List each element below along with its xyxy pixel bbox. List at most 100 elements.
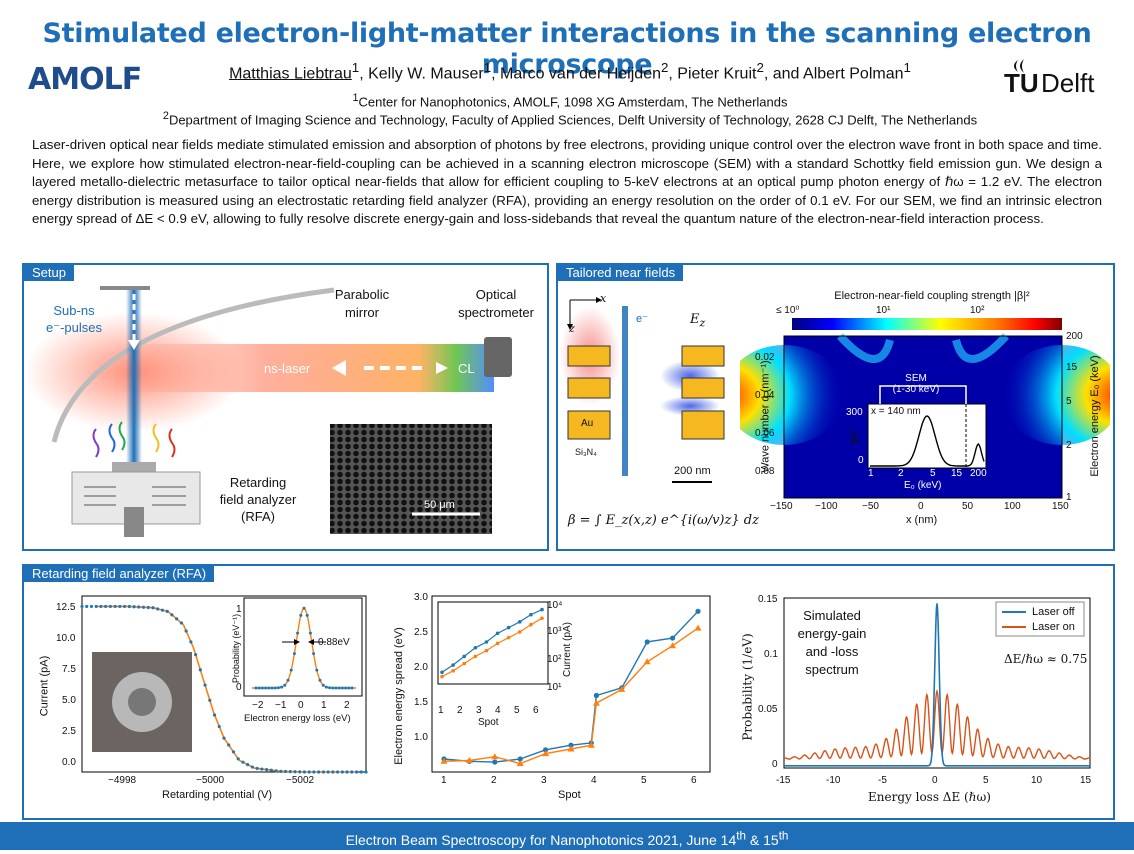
affiliation-1: 1Center for Nanophotonics, AMOLF, 1098 X… xyxy=(352,92,788,110)
i1-xtick-0: −2 xyxy=(252,700,264,711)
pulses-label: Sub-ns e⁻-pulses xyxy=(46,303,102,335)
c2-xtick-2: 3 xyxy=(541,775,547,786)
i1-xtick-2: 0 xyxy=(298,700,304,711)
rfa-tab: Retarding field analyzer (RFA) xyxy=(24,565,215,582)
affiliation-2: 2Department of Imaging Science and Techn… xyxy=(162,110,978,128)
map-xtick-6: 150 xyxy=(1052,501,1069,512)
c1-ytick-5: 0.0 xyxy=(62,757,76,768)
current-data-point xyxy=(184,629,188,633)
map-rtick-3: 2 xyxy=(1066,440,1072,451)
c3-xtick-4: 5 xyxy=(983,775,989,786)
laser-label: ns-laser xyxy=(264,361,311,376)
inset-current-point xyxy=(440,674,444,679)
c3-ytick-3: 0 xyxy=(772,759,778,770)
i2-ytick-0: 10⁴ xyxy=(547,600,563,611)
author-list: Matthias Liebtrau1, Kelly W. Mauser1, Ma… xyxy=(229,60,911,83)
current-data-point xyxy=(241,760,245,764)
cl-arrow xyxy=(436,362,448,374)
laser-beam xyxy=(114,344,494,392)
current-data-point xyxy=(89,604,94,609)
fwhm-data-point xyxy=(260,686,264,690)
i2-xtick-4: 5 xyxy=(514,705,520,716)
current-data-point xyxy=(198,668,202,672)
setup-tab: Setup xyxy=(24,264,74,281)
author-name: Pieter Kruit xyxy=(677,65,757,83)
c1-ytick-4: 2.5 xyxy=(62,726,76,737)
current-data-point xyxy=(208,698,212,702)
abstract-text: Laser-driven optical near fields mediate… xyxy=(32,137,1102,226)
aperture xyxy=(100,286,150,290)
c1-xtick-1: −5000 xyxy=(196,775,225,786)
map-ytick-1: 0.04 xyxy=(755,390,775,401)
inset-current-point xyxy=(451,669,455,673)
map-xtick-0: −150 xyxy=(770,501,793,512)
spread-point xyxy=(543,747,549,753)
current-data-point xyxy=(288,770,292,774)
c1-ytick-3: 5.0 xyxy=(62,695,76,706)
current-data-point xyxy=(340,770,344,774)
i2-xtick-1: 2 xyxy=(457,705,463,716)
inset-current-point xyxy=(462,654,467,659)
i2-ylabel: Current (pA) xyxy=(562,621,574,678)
i1-xtick-3: 1 xyxy=(321,700,327,711)
current-data-point xyxy=(132,605,136,609)
current-data-point xyxy=(359,770,363,774)
inset-xtick-3: 15 xyxy=(951,468,963,479)
author-affil-sup: 1 xyxy=(903,60,911,75)
i2-xtick-2: 3 xyxy=(476,705,482,716)
metasurface-micrograph xyxy=(330,424,492,534)
tudelft-tu: TU xyxy=(1004,68,1039,98)
inset-xtick-2: 5 xyxy=(930,468,936,479)
inset-current-point xyxy=(495,641,500,646)
map-ytick-0: 0.02 xyxy=(755,352,775,363)
laser-off-line xyxy=(784,603,1090,767)
inset-current-point xyxy=(529,622,533,627)
fwhm-data-point xyxy=(347,686,351,690)
spread-point xyxy=(670,635,676,641)
spread-point xyxy=(643,658,651,665)
c1-xlabel: Retarding potential (V) xyxy=(162,789,273,801)
nf-z-axis: z xyxy=(569,322,575,335)
spectrum-note: Simulated energy-gain and -loss spectrum xyxy=(797,608,867,677)
c3-ytick-0: 0.15 xyxy=(758,594,778,605)
i2-xtick-0: 1 xyxy=(438,705,444,716)
fwhm-data-point xyxy=(331,686,335,690)
footer-text: Electron Beam Spectroscopy for Nanophoto… xyxy=(345,829,789,848)
spread-point xyxy=(542,750,550,757)
fwhm-data-point xyxy=(299,613,303,617)
current-data-point xyxy=(345,770,349,774)
fwhm-data-point xyxy=(267,686,271,690)
author-affil-sup: 1 xyxy=(351,60,360,75)
inset-xtick-0: 1 xyxy=(868,468,874,479)
c1-ytick-0: 12.5 xyxy=(56,602,76,613)
current-data-point xyxy=(302,770,307,774)
c1-ylabel: Current (pA) xyxy=(38,655,51,717)
inset-note: x = 140 nm xyxy=(871,406,921,417)
inset-current-point xyxy=(506,635,511,640)
tudelft-flame-icon xyxy=(1014,59,1024,73)
i2-ytick-2: 10² xyxy=(547,654,562,665)
i2-xtick-3: 4 xyxy=(495,705,501,716)
inset-current-point xyxy=(529,612,533,617)
spread-point xyxy=(593,692,599,699)
current-data-point xyxy=(293,770,297,774)
inset-current-point xyxy=(517,620,522,624)
spectrometer-icon xyxy=(484,337,512,377)
spread-point xyxy=(618,685,626,692)
current-data-point xyxy=(146,605,150,610)
current-data-point xyxy=(123,604,127,609)
map-xtick-1: −100 xyxy=(815,501,838,512)
current-data-point xyxy=(222,736,226,740)
i2-ytick-3: 10¹ xyxy=(547,682,562,693)
cb-tick-2: 10² xyxy=(970,305,985,316)
fwhm-data-point xyxy=(328,686,332,690)
i1-xlabel: Electron energy loss (eV) xyxy=(244,713,351,724)
c3-xtick-1: -10 xyxy=(826,775,841,786)
cl-label: CL xyxy=(458,361,475,376)
current-data-point xyxy=(203,683,207,687)
author-affil-sup: 2 xyxy=(660,60,669,75)
c2-ylabel: Electron energy spread (eV) xyxy=(392,627,405,765)
current-data-point xyxy=(165,609,169,613)
fwhm-data-point xyxy=(315,668,319,672)
current-data-point xyxy=(312,770,316,774)
